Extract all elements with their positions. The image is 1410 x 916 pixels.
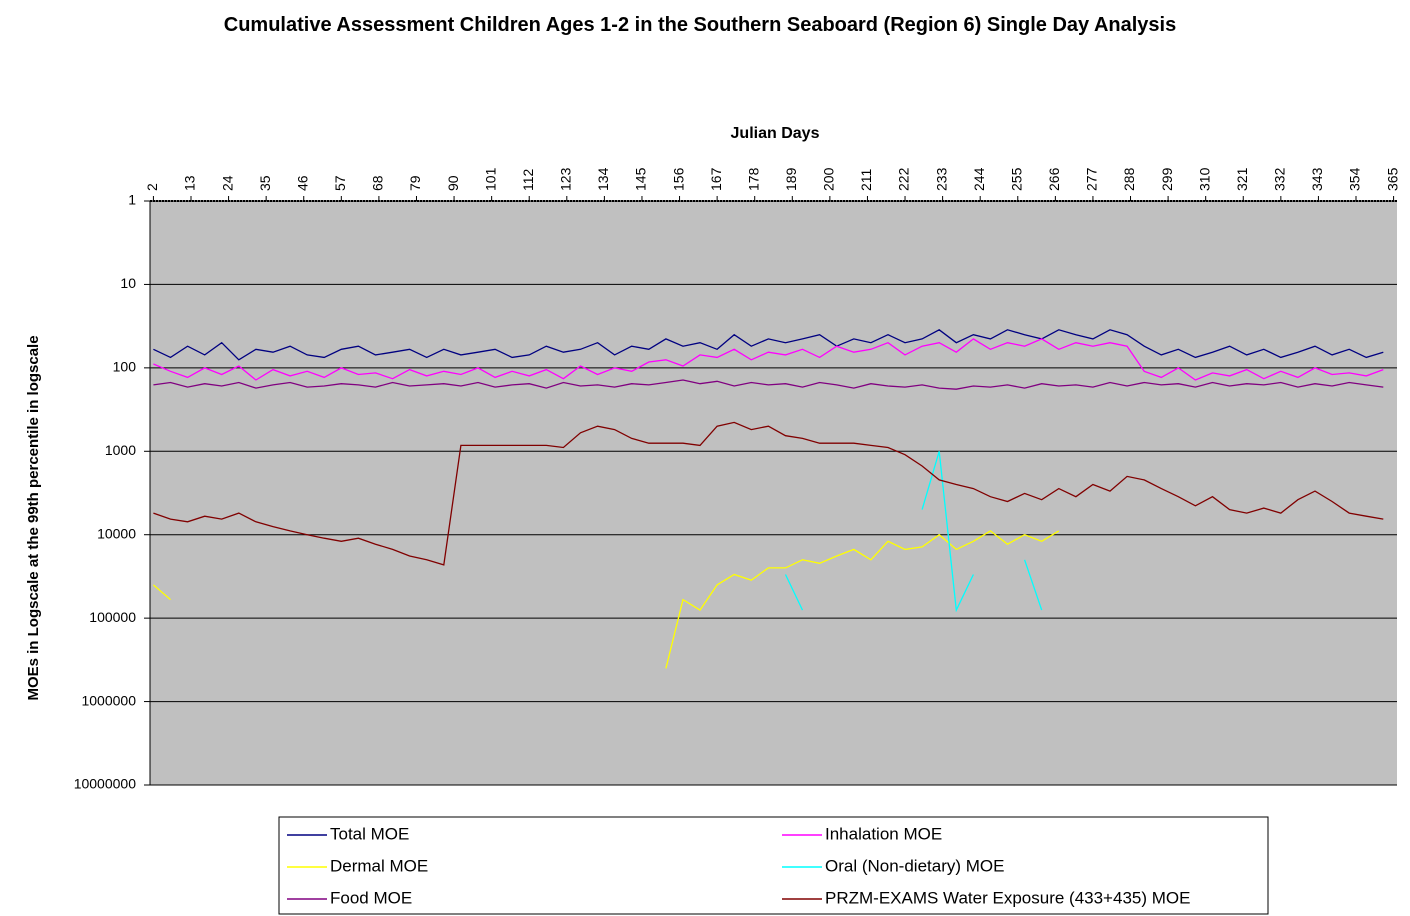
series-line [784,451,1043,613]
series-line [152,530,1060,669]
x-tick-label: 222 [896,167,912,191]
x-tick-label: 123 [558,167,574,191]
legend-box [278,816,1269,915]
plot-area [150,201,1397,785]
x-tick-label: 156 [670,167,686,191]
x-axis-label: Julian Days [731,125,820,142]
y-tick-label: 1000000 [81,692,136,708]
y-tick-label: 1000 [105,442,136,458]
x-tick-label: 68 [370,175,386,191]
x-tick-label: 266 [1046,167,1062,191]
series-line [153,329,1384,361]
x-tick-label: 134 [595,167,611,191]
x-tick-label: 178 [745,167,761,191]
y-axis-label: MOEs in Logscale at the 99th percentile … [25,335,42,700]
x-tick-label: 299 [1159,167,1175,191]
x-tick-label: 233 [933,167,949,191]
x-tick-label: 321 [1234,167,1250,191]
x-tick-label: 13 [182,175,198,191]
x-tick-label: 167 [708,167,724,191]
x-tick-label: 288 [1121,167,1137,191]
y-tick-label: 1 [128,192,136,208]
x-tick-label: 90 [445,175,461,191]
y-tick-label: 100 [113,359,137,375]
y-tick-label: 10000000 [74,776,137,792]
legend-label: PRZM-EXAMS Water Exposure (433+435) MOE [825,888,1190,907]
chart-title: Cumulative Assessment Children Ages 1-2 … [223,14,1177,36]
y-tick-label: 10000 [97,525,136,541]
x-tick-label: 35 [257,175,273,191]
legend-label: Inhalation MOE [825,824,942,843]
x-tick-label: 343 [1309,167,1325,191]
legend-label: Food MOE [330,888,412,907]
series-line [153,421,1384,566]
x-tick-label: 57 [332,175,348,191]
x-tick-label: 46 [294,175,310,191]
x-tick-label: 200 [821,167,837,191]
x-tick-label: 112 [520,168,536,191]
series-line [153,338,1384,381]
x-tick-label: 211 [858,168,874,191]
x-tick-label: 255 [1008,167,1024,191]
legend-label: Dermal MOE [330,856,428,875]
x-tick-label: 145 [633,167,649,191]
x-tick-label: 277 [1084,167,1100,191]
x-tick-label: 244 [971,167,987,191]
y-tick-label: 100000 [89,609,136,625]
x-tick-label: 310 [1196,167,1212,191]
x-tick-label: 365 [1384,167,1400,191]
x-tick-label: 101 [482,167,498,191]
y-tick-label: 10 [120,275,136,291]
legend-label: Total MOE [330,824,409,843]
x-tick-label: 332 [1272,167,1288,191]
x-tick-label: 354 [1347,167,1363,191]
x-tick-label: 189 [783,167,799,191]
x-tick-label: 24 [219,175,235,191]
legend-label: Oral (Non-dietary) MOE [825,856,1004,875]
series-line [153,379,1384,390]
x-tick-label: 79 [407,175,423,191]
x-tick-label: 2 [144,183,160,191]
